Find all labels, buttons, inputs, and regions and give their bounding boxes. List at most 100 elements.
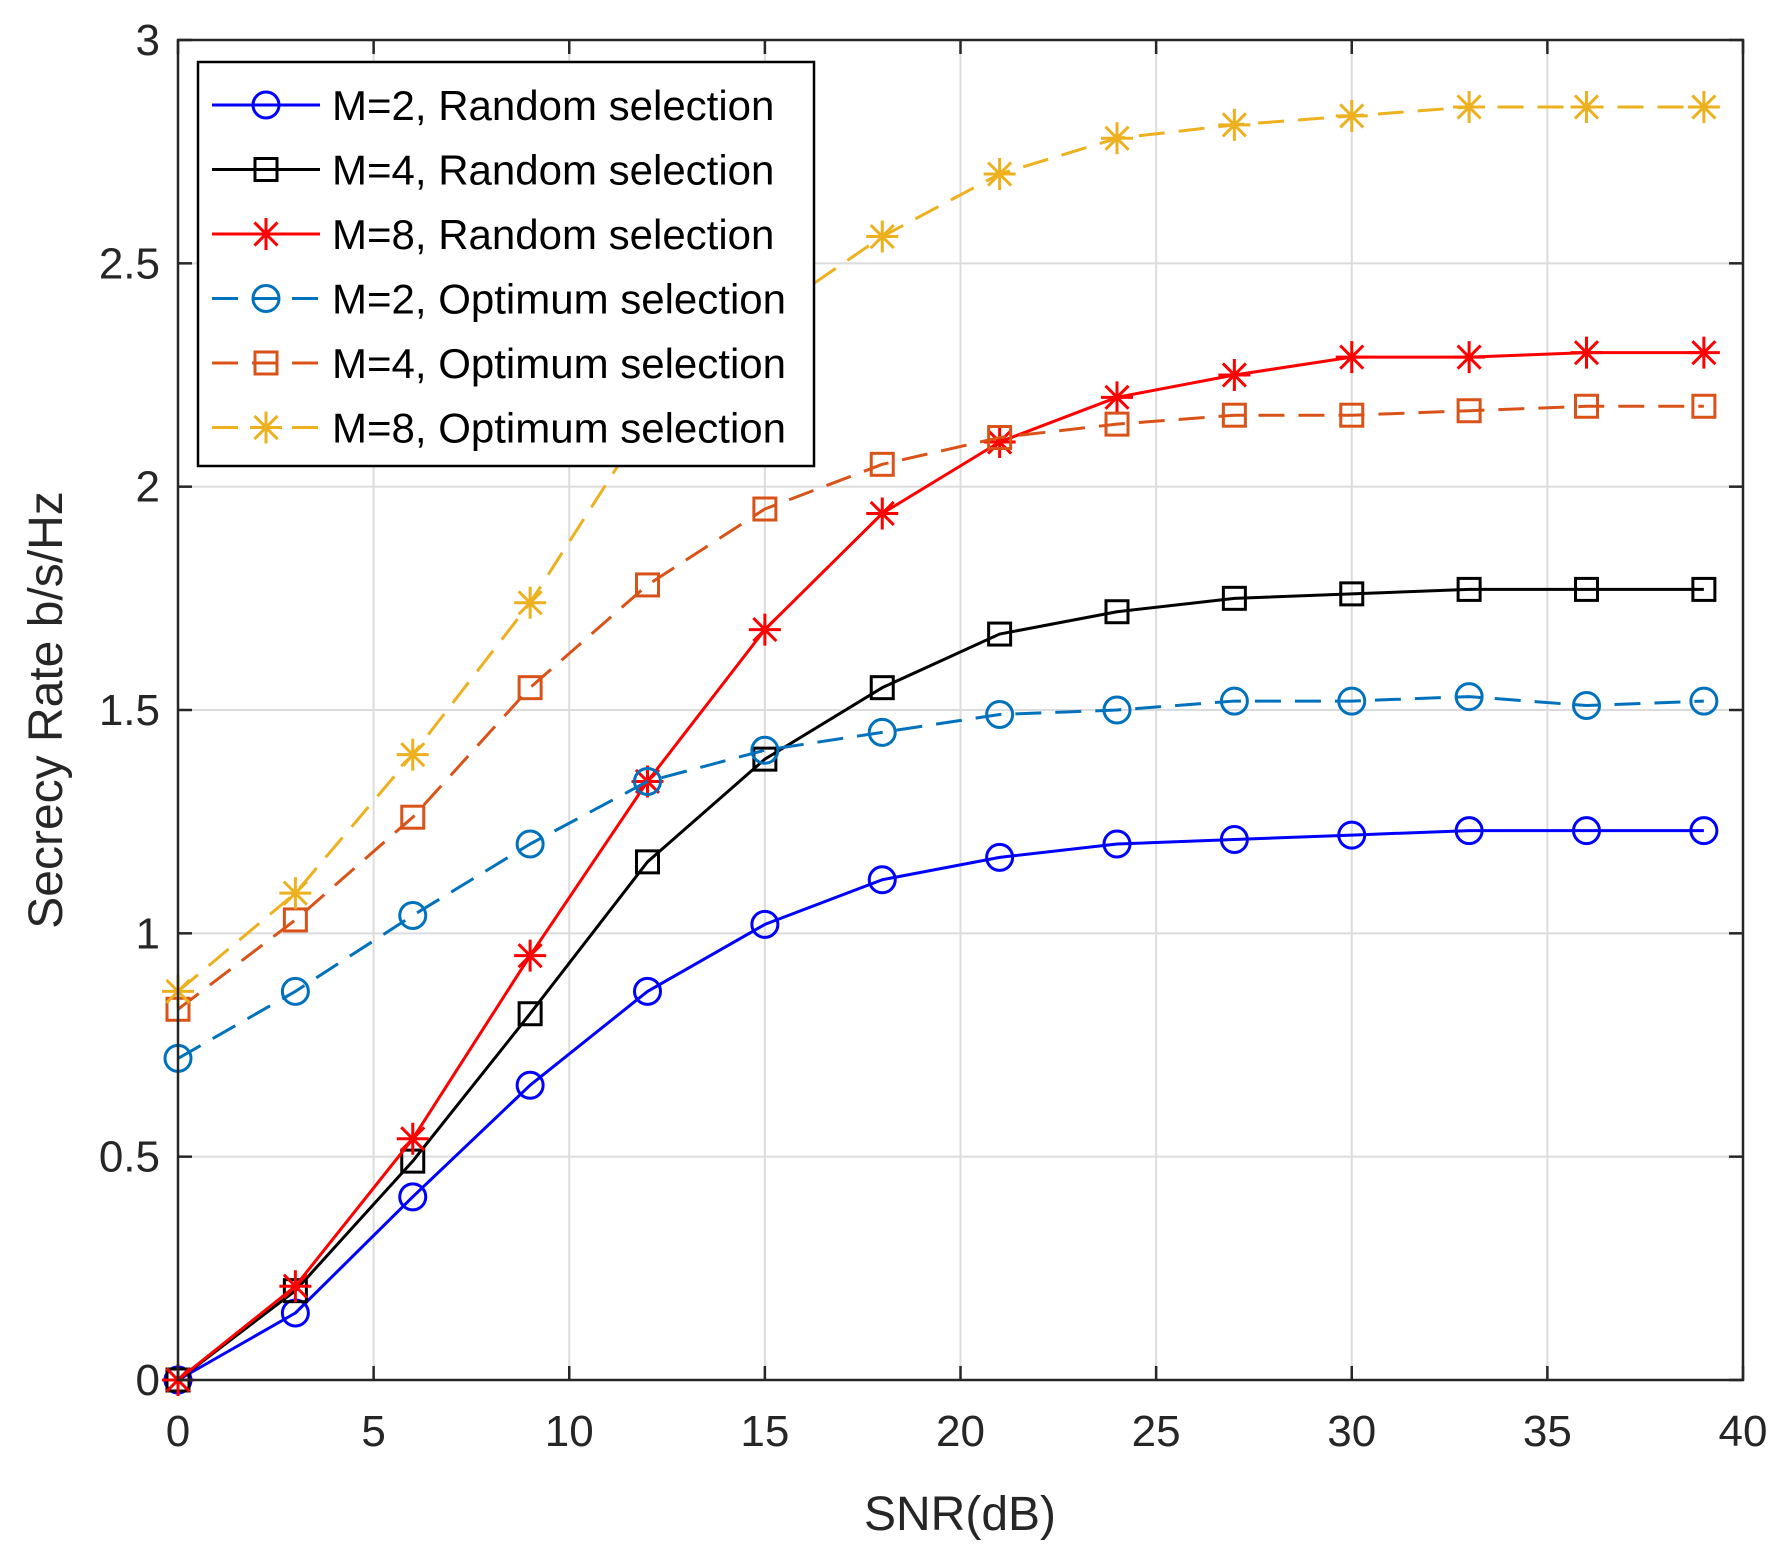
data-point xyxy=(867,717,897,747)
data-point xyxy=(514,586,547,619)
y-tick-label: 1 xyxy=(136,909,160,958)
data-point xyxy=(398,900,428,930)
y-tick-label: 0 xyxy=(136,1356,160,1405)
legend-item: M=8, Random selection xyxy=(212,211,774,258)
data-point xyxy=(1572,816,1601,846)
x-tick-label: 20 xyxy=(936,1407,985,1456)
data-point xyxy=(1219,825,1249,855)
data-point xyxy=(1456,576,1482,602)
data-point xyxy=(1689,816,1719,846)
legend-box xyxy=(196,60,816,468)
data-point xyxy=(1572,691,1601,721)
y-tick-label: 0.5 xyxy=(99,1133,160,1182)
legend-marker xyxy=(251,90,281,120)
data-point xyxy=(1337,820,1367,850)
data-point xyxy=(866,220,899,253)
data-point xyxy=(515,829,545,859)
data-point xyxy=(1691,393,1717,419)
data-point xyxy=(1339,581,1365,607)
x-tick-label: 40 xyxy=(1719,1407,1768,1456)
data-point xyxy=(1453,91,1486,123)
data-point xyxy=(1689,686,1719,716)
tick-labels: 0 5 10 15 20 25 30 35 40 0 0.5 1 1.5 2 2.5 3 xyxy=(99,16,1768,1456)
data-point xyxy=(517,675,543,701)
legend-marker xyxy=(253,350,279,376)
series-line xyxy=(177,351,1704,1382)
x-tick-label: 25 xyxy=(1132,1407,1181,1456)
y-tick-label: 1.5 xyxy=(99,686,160,735)
data-point xyxy=(279,1270,312,1303)
series-line xyxy=(177,105,1704,993)
data-point xyxy=(983,426,1016,458)
data-point xyxy=(396,1122,429,1155)
data-point xyxy=(1221,402,1247,428)
legend-label: M=2, Random selection xyxy=(332,82,774,129)
data-point xyxy=(279,877,312,910)
data-point xyxy=(869,451,895,477)
y-tick-label: 2 xyxy=(136,463,160,512)
data-point xyxy=(1456,398,1482,424)
data-point xyxy=(1574,576,1599,602)
data-point xyxy=(398,1182,428,1212)
x-axis-label: SNR(dB) xyxy=(864,1488,1056,1541)
data-point xyxy=(1687,336,1720,369)
legend-label: M=8, Optimum selection xyxy=(332,405,786,452)
y-axis-label: Secrecy Rate b/s/Hz xyxy=(20,491,73,928)
data-point xyxy=(1218,108,1251,141)
y-tick-label: 2.5 xyxy=(99,239,160,288)
y-tick-label: 3 xyxy=(136,16,160,65)
data-point xyxy=(983,158,1016,190)
x-tick-label: 15 xyxy=(740,1407,789,1456)
legend-marker xyxy=(251,284,281,313)
legend-item: M=8, Optimum selection xyxy=(212,405,786,452)
legend-label: M=8, Random selection xyxy=(332,211,774,258)
data-point xyxy=(1104,599,1130,625)
data-point xyxy=(985,842,1015,872)
axis-ticks xyxy=(176,38,1745,1382)
series-6 xyxy=(162,91,1720,1008)
data-point xyxy=(1102,695,1132,725)
data-point xyxy=(635,572,660,598)
legend-label: M=4, Random selection xyxy=(332,147,774,194)
data-point xyxy=(400,804,426,830)
data-point xyxy=(1453,341,1486,374)
data-point xyxy=(1218,359,1251,391)
data-point xyxy=(748,613,781,646)
legend-item: M=2, Optimum selection xyxy=(212,276,786,323)
series-line xyxy=(177,829,1704,1382)
data-point xyxy=(1687,91,1720,123)
legend-item: M=4, Optimum selection xyxy=(212,340,786,387)
legend-marker xyxy=(250,218,282,250)
legend-marker xyxy=(253,157,279,182)
legend-item: M=2, Random selection xyxy=(212,82,774,129)
legend: M=2, Random selection M=4, Random selecti… xyxy=(196,60,816,468)
data-point xyxy=(280,976,310,1006)
data-point xyxy=(867,865,897,895)
data-point xyxy=(514,939,547,972)
data-point xyxy=(1454,816,1484,846)
data-point xyxy=(1339,402,1365,428)
data-point xyxy=(515,1070,545,1100)
x-tick-label: 5 xyxy=(361,1407,385,1456)
data-point xyxy=(1335,341,1368,374)
legend-label: M=4, Optimum selection xyxy=(332,340,786,387)
x-tick-label: 10 xyxy=(545,1407,594,1456)
data-point xyxy=(1104,411,1130,437)
data-point xyxy=(1221,585,1247,611)
series-line xyxy=(177,404,1704,1011)
x-tick-label: 35 xyxy=(1523,1407,1572,1456)
series-line xyxy=(177,695,1704,1060)
data-point xyxy=(987,425,1013,451)
data-point xyxy=(396,738,429,771)
data-point xyxy=(1335,99,1368,132)
data-point xyxy=(1101,122,1133,155)
x-tick-label: 0 xyxy=(166,1407,190,1456)
legend-item: M=4, Random selection xyxy=(212,147,774,194)
data-point xyxy=(1101,381,1133,414)
data-point xyxy=(633,766,662,796)
data-point xyxy=(869,675,895,701)
data-point xyxy=(635,849,660,875)
data-point xyxy=(1570,336,1603,369)
data-point xyxy=(1574,393,1599,419)
